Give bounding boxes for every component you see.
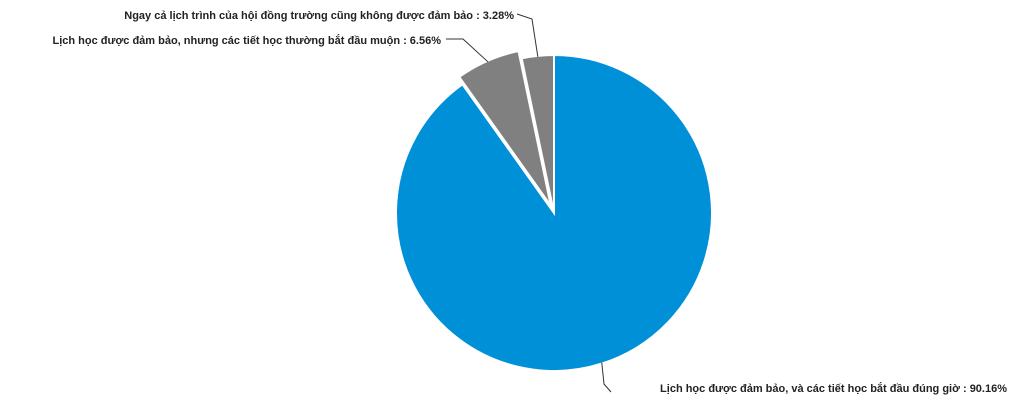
leader-line-late-start — [446, 38, 489, 63]
pie-slices — [395, 49, 713, 372]
leader-line-on-time — [601, 362, 612, 393]
slice-label-not-guaranteed: Ngay cả lịch trình của hội đồng trường c… — [124, 10, 514, 22]
slice-label-late-start: Lịch học được đảm bảo, nhưng các tiết họ… — [52, 34, 441, 47]
leader-line-not-guaranteed — [516, 13, 539, 57]
leader-lines — [446, 13, 612, 393]
slice-label-on-time: Lịch học được đảm bảo, và các tiết học b… — [660, 382, 1007, 395]
